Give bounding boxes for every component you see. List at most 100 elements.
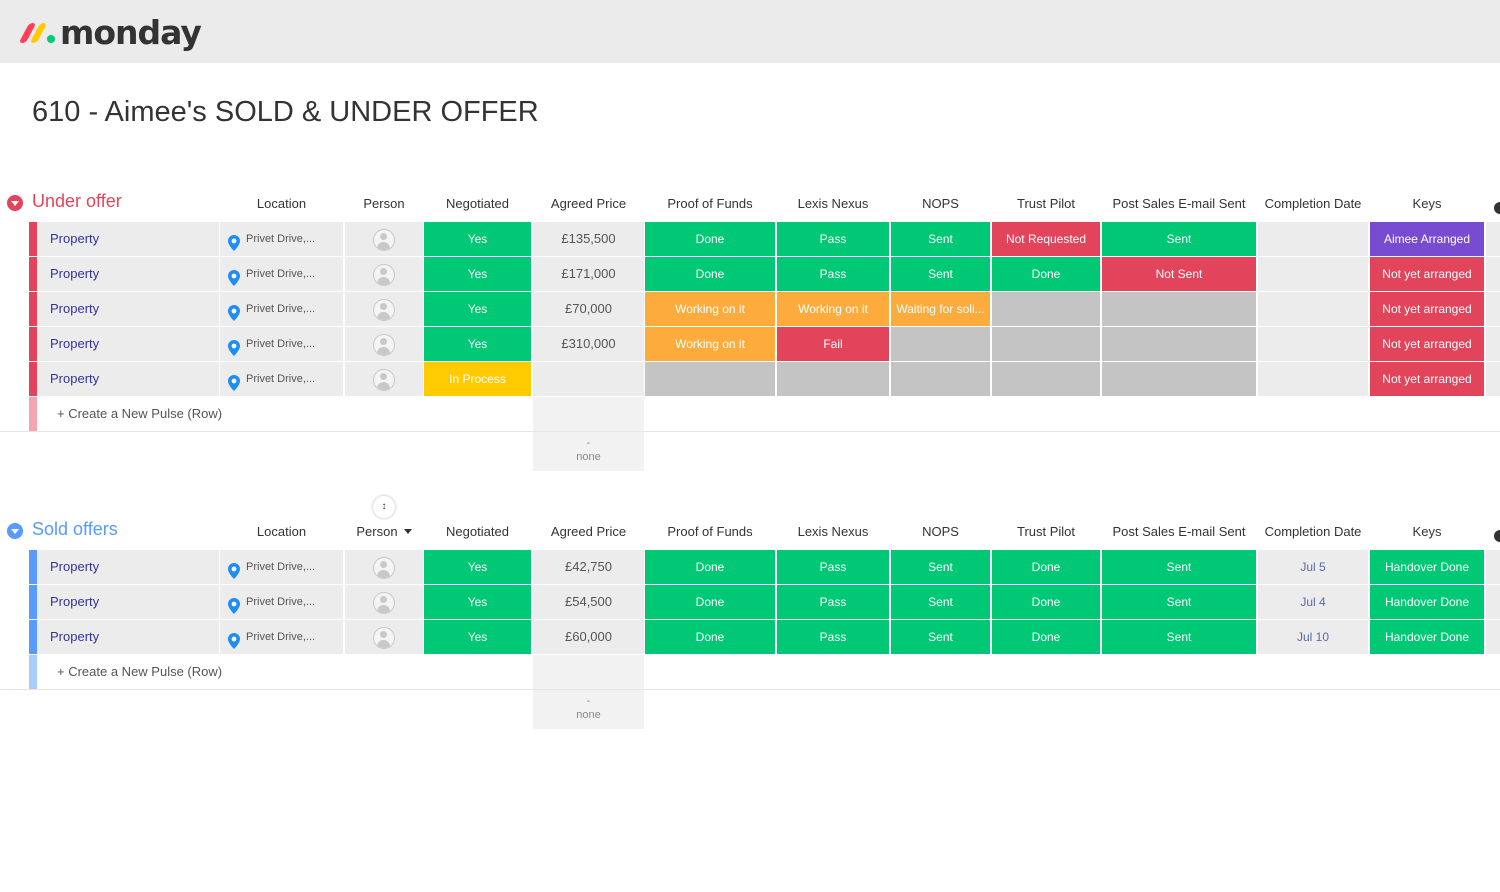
lexis-nexus-status[interactable]: Fail bbox=[777, 327, 889, 361]
keys-status[interactable]: Handover Done bbox=[1370, 620, 1484, 654]
keys-status[interactable]: Aimee Arranged bbox=[1370, 222, 1484, 256]
add-row[interactable]: + Create a New Pulse (Row) bbox=[0, 397, 1500, 432]
keys-status[interactable]: Not yet arranged bbox=[1370, 292, 1484, 326]
trust-pilot-status[interactable]: Done bbox=[992, 257, 1100, 291]
location-cell[interactable]: Privet Drive,... bbox=[220, 222, 343, 256]
add-row[interactable]: + Create a New Pulse (Row) bbox=[0, 655, 1500, 690]
nops-status[interactable]: Waiting for soli... bbox=[891, 292, 990, 326]
post-sales-status[interactable]: Sent bbox=[1102, 620, 1256, 654]
create-new-pulse-link[interactable]: + Create a New Pulse (Row) bbox=[57, 664, 223, 679]
trust-pilot-status[interactable] bbox=[992, 362, 1100, 396]
location-cell[interactable]: Privet Drive,... bbox=[220, 362, 343, 396]
proof-of-funds-status[interactable]: Working on it bbox=[645, 292, 775, 326]
avatar-icon[interactable] bbox=[373, 556, 395, 579]
trust-pilot-status[interactable] bbox=[992, 292, 1100, 326]
agreed-price-cell[interactable]: £135,500 bbox=[533, 222, 644, 256]
table-row[interactable]: Property Privet Drive,... £54,500 Yes Done Pa… bbox=[0, 585, 1500, 619]
keys-status[interactable]: Handover Done bbox=[1370, 550, 1484, 584]
person-cell[interactable] bbox=[345, 222, 423, 256]
nops-status[interactable]: Sent bbox=[891, 550, 990, 584]
row-name[interactable]: Property bbox=[37, 327, 219, 361]
negotiated-status[interactable]: Yes bbox=[424, 222, 531, 256]
agreed-price-cell[interactable] bbox=[533, 362, 644, 396]
lexis-nexus-status[interactable]: Pass bbox=[777, 222, 889, 256]
lexis-nexus-status[interactable]: Pass bbox=[777, 550, 889, 584]
col-post-sales-header[interactable]: Post Sales E-mail Sent bbox=[1112, 196, 1246, 211]
sort-icon[interactable]: ↕ bbox=[373, 496, 395, 518]
proof-of-funds-status[interactable] bbox=[645, 362, 775, 396]
table-row[interactable]: Property Privet Drive,... £70,000 Yes Workin… bbox=[0, 292, 1500, 326]
person-cell[interactable] bbox=[345, 585, 423, 619]
post-sales-status[interactable] bbox=[1102, 362, 1256, 396]
person-cell[interactable] bbox=[345, 292, 423, 326]
location-cell[interactable]: Privet Drive,... bbox=[220, 585, 343, 619]
agreed-price-cell[interactable]: £171,000 bbox=[533, 257, 644, 291]
avatar-icon[interactable] bbox=[373, 263, 395, 286]
col-person-header[interactable]: Person bbox=[363, 196, 405, 211]
agreed-price-cell[interactable]: £310,000 bbox=[533, 327, 644, 361]
trust-pilot-status[interactable]: Done bbox=[992, 550, 1100, 584]
table-row[interactable]: Property Privet Drive,... £42,750 Yes Done Pa… bbox=[0, 550, 1500, 584]
lexis-nexus-status[interactable]: Pass bbox=[777, 257, 889, 291]
keys-status[interactable]: Not yet arranged bbox=[1370, 257, 1484, 291]
proof-of-funds-status[interactable]: Working on it bbox=[645, 327, 775, 361]
col-proof-of-funds-header[interactable]: Proof of Funds bbox=[667, 524, 753, 539]
person-cell[interactable] bbox=[345, 327, 423, 361]
col-lexis-nexus-header[interactable]: Lexis Nexus bbox=[797, 196, 869, 211]
negotiated-status[interactable]: Yes bbox=[424, 292, 531, 326]
completion-date-cell[interactable] bbox=[1258, 257, 1368, 291]
location-cell[interactable]: Privet Drive,... bbox=[220, 257, 343, 291]
post-sales-status[interactable] bbox=[1102, 292, 1256, 326]
keys-status[interactable]: Not yet arranged bbox=[1370, 362, 1484, 396]
price-summary[interactable]: - none bbox=[533, 690, 644, 729]
post-sales-status[interactable]: Sent bbox=[1102, 585, 1256, 619]
location-cell[interactable]: Privet Drive,... bbox=[220, 550, 343, 584]
lexis-nexus-status[interactable]: Working on it bbox=[777, 292, 889, 326]
nops-status[interactable]: Sent bbox=[891, 620, 990, 654]
trust-pilot-status[interactable]: Not Requested bbox=[992, 222, 1100, 256]
keys-status[interactable]: Not yet arranged bbox=[1370, 327, 1484, 361]
col-location-header[interactable]: Location bbox=[256, 524, 307, 539]
completion-date-cell[interactable]: Jul 10 bbox=[1258, 620, 1368, 654]
agreed-price-cell[interactable]: £60,000 bbox=[533, 620, 644, 654]
negotiated-status[interactable]: Yes bbox=[424, 585, 531, 619]
col-keys-header[interactable]: Keys bbox=[1412, 196, 1442, 211]
column-menu-icon[interactable] bbox=[1494, 530, 1500, 542]
completion-date-cell[interactable] bbox=[1258, 362, 1368, 396]
create-new-pulse-link[interactable]: + Create a New Pulse (Row) bbox=[57, 406, 223, 421]
col-nops-header[interactable]: NOPS bbox=[922, 196, 959, 211]
group-title[interactable]: Sold offers bbox=[32, 519, 118, 539]
completion-date-cell[interactable] bbox=[1258, 222, 1368, 256]
person-cell[interactable] bbox=[345, 550, 423, 584]
col-post-sales-header[interactable]: Post Sales E-mail Sent bbox=[1112, 524, 1246, 539]
row-name[interactable]: Property bbox=[37, 550, 219, 584]
negotiated-status[interactable]: Yes bbox=[424, 257, 531, 291]
row-name[interactable]: Property bbox=[37, 292, 219, 326]
col-trust-pilot-header[interactable]: Trust Pilot bbox=[1016, 524, 1076, 539]
row-name[interactable]: Property bbox=[37, 222, 219, 256]
negotiated-status[interactable]: In Process bbox=[424, 362, 531, 396]
avatar-icon[interactable] bbox=[373, 626, 395, 649]
nops-status[interactable] bbox=[891, 327, 990, 361]
avatar-icon[interactable] bbox=[373, 333, 395, 356]
nops-status[interactable]: Sent bbox=[891, 585, 990, 619]
table-row[interactable]: Property Privet Drive,... £310,000 Yes Worki… bbox=[0, 327, 1500, 361]
person-cell[interactable] bbox=[345, 257, 423, 291]
table-row[interactable]: Property Privet Drive,... £171,000 Yes Done P… bbox=[0, 257, 1500, 291]
dropdown-caret-icon[interactable] bbox=[403, 529, 412, 534]
avatar-icon[interactable] bbox=[373, 298, 395, 321]
nops-status[interactable]: Sent bbox=[891, 257, 990, 291]
location-cell[interactable]: Privet Drive,... bbox=[220, 327, 343, 361]
collapse-chevron-icon[interactable] bbox=[7, 195, 23, 211]
negotiated-status[interactable]: Yes bbox=[424, 550, 531, 584]
col-negotiated-header[interactable]: Negotiated bbox=[446, 196, 509, 211]
nops-status[interactable]: Sent bbox=[891, 222, 990, 256]
trust-pilot-status[interactable] bbox=[992, 327, 1100, 361]
avatar-icon[interactable] bbox=[373, 591, 395, 614]
table-row[interactable]: Property Privet Drive,... £60,000 Yes Done Pa… bbox=[0, 620, 1500, 654]
col-completion-date-header[interactable]: Completion Date bbox=[1264, 524, 1362, 539]
completion-date-cell[interactable]: Jul 4 bbox=[1258, 585, 1368, 619]
agreed-price-cell[interactable]: £42,750 bbox=[533, 550, 644, 584]
negotiated-status[interactable]: Yes bbox=[424, 620, 531, 654]
nops-status[interactable] bbox=[891, 362, 990, 396]
